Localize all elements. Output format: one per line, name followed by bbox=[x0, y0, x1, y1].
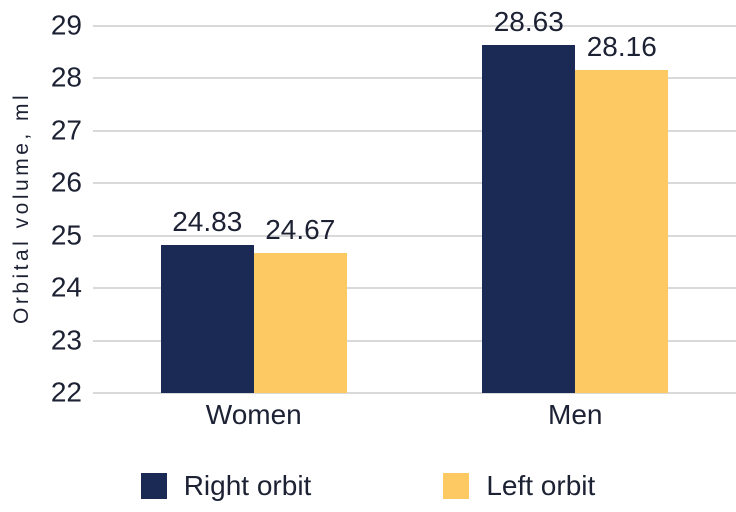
y-tick-label: 28 bbox=[50, 61, 82, 93]
y-tick-label: 29 bbox=[50, 9, 82, 41]
gridline bbox=[93, 25, 736, 27]
gridline bbox=[93, 129, 736, 132]
legend-swatch bbox=[140, 473, 167, 499]
legend-label: Right orbit bbox=[183, 470, 312, 501]
y-axis-ticks: 22 23 24 25 26 27 28 29 bbox=[0, 11, 82, 406]
bar-value-label: 28.63 bbox=[493, 6, 564, 38]
legend-item: Right orbit bbox=[140, 470, 312, 501]
y-tick-label: 23 bbox=[50, 324, 82, 356]
y-tick-label: 27 bbox=[50, 114, 82, 146]
gridline bbox=[93, 392, 736, 394]
bar-value-label: 24.83 bbox=[172, 205, 243, 237]
gridline bbox=[93, 77, 736, 80]
x-axis-labels: Women Men bbox=[93, 398, 736, 436]
bar-right-orbit bbox=[482, 45, 576, 393]
bar-value-label: 24.67 bbox=[265, 214, 336, 246]
x-category-label: Men bbox=[548, 399, 603, 430]
gridline bbox=[93, 287, 736, 290]
y-tick-label: 24 bbox=[50, 271, 82, 303]
legend-item: Left orbit bbox=[443, 471, 595, 501]
y-tick-label: 26 bbox=[50, 166, 82, 198]
x-category-label: Women bbox=[205, 399, 302, 430]
bar-right-orbit bbox=[160, 244, 254, 393]
y-tick-label: 25 bbox=[50, 219, 82, 251]
bar-left-orbit bbox=[575, 70, 669, 393]
bar-left-orbit bbox=[253, 253, 347, 393]
plot-area: 24.83 24.67 28.63 28.16 bbox=[93, 6, 736, 394]
gridline bbox=[93, 182, 736, 185]
gridline bbox=[93, 339, 736, 342]
bar-value-label: 28.16 bbox=[586, 31, 657, 63]
legend-swatch bbox=[443, 473, 470, 499]
legend-label: Left orbit bbox=[486, 470, 596, 501]
y-tick-label: 22 bbox=[50, 376, 82, 408]
legend: Right orbit Left orbit bbox=[0, 471, 736, 501]
gridline bbox=[93, 234, 736, 237]
